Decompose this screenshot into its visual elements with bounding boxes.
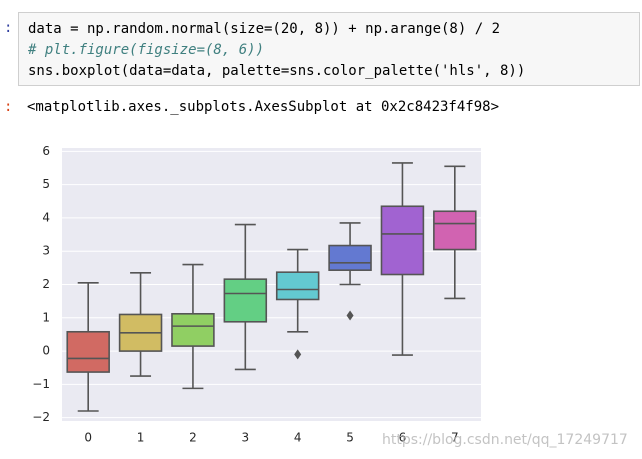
x-tick-label: 4 [294,431,302,445]
x-tick-label: 1 [137,431,145,445]
y-tick-label: −1 [32,377,50,391]
x-tick-label: 3 [241,431,249,445]
box [66,330,110,373]
y-tick-label: 1 [42,310,50,324]
output-text: <matplotlib.axes._subplots.AxesSubplot a… [27,99,500,115]
y-tick-label: 6 [42,144,50,158]
x-tick-label: 5 [346,431,354,445]
input-prompt: : [4,20,13,36]
output-prompt: : [4,99,13,115]
y-tick-label: −2 [32,410,50,424]
box [171,312,215,347]
y-tick-label: 5 [42,177,50,191]
flier [346,310,354,321]
box [223,278,268,323]
code-line: data = np.random.normal(size=(20, 8)) + … [28,21,501,37]
code-comment: # plt.figure(figsize=(8, 6)) [28,42,265,58]
watermark: https://blog.csdn.net/qq_17249717 [382,432,628,448]
x-tick-label: 0 [84,431,92,445]
box [328,244,372,271]
flier [294,349,302,360]
x-tick-label: 6 [399,431,407,445]
x-tick-label: 2 [189,431,197,445]
box [380,205,425,276]
code-line: sns.boxplot(data=data, palette=sns.color… [28,63,526,79]
code-cell: data = np.random.normal(size=(20, 8)) + … [18,12,640,86]
box [275,271,320,301]
box [433,210,477,251]
x-tick-label: 7 [451,431,459,445]
y-tick-label: 4 [42,210,50,224]
y-tick-label: 0 [42,344,50,358]
y-tick-label: 2 [42,277,50,291]
y-tick-label: 3 [42,244,50,258]
